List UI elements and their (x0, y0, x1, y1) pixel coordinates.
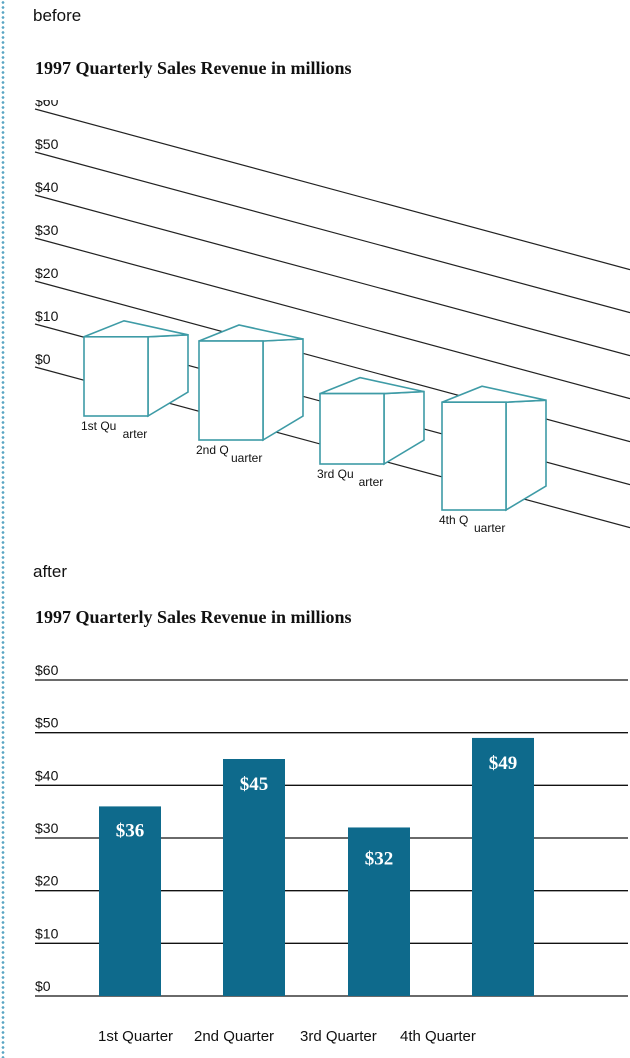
y-tick-label: $50 (35, 136, 59, 152)
before-chart-title: 1997 Quarterly Sales Revenue in millions (35, 58, 352, 78)
bar-side-face (147, 333, 189, 418)
bar-front-face (198, 340, 264, 441)
y-tick-label: $20 (35, 265, 59, 281)
after-chart: $0 $10 $20 $30 $40 $50 $60 $36 $45 $32 $49 (35, 662, 628, 997)
y-tick-label: $0 (35, 351, 51, 367)
y-tick-label: $10 (35, 925, 59, 941)
bar-top-face (441, 385, 547, 404)
bar-value-label: $49 (489, 753, 518, 774)
bar-3d (441, 385, 547, 512)
after-category-label: 4th Quarter (400, 1028, 476, 1045)
category-label: 2nd Q (196, 443, 229, 457)
y-tick-label: $40 (35, 179, 59, 195)
gridline (34, 237, 630, 400)
after-chart-title: 1997 Quarterly Sales Revenue in millions (35, 607, 352, 627)
bar-front-face (83, 336, 149, 417)
bar (348, 827, 410, 996)
before-label: before (33, 6, 82, 25)
gridline (34, 151, 630, 314)
bar (99, 806, 161, 996)
category-label: uarter (231, 451, 262, 465)
after-category-label: 2nd Quarter (194, 1028, 275, 1045)
bar-value-label: $45 (240, 774, 269, 795)
y-tick-label: $40 (35, 767, 59, 783)
category-label: 4th Q (439, 513, 468, 527)
bar (223, 759, 285, 996)
bar-top-face (198, 324, 304, 342)
bar-3d (319, 376, 425, 466)
bar-side-face (505, 399, 547, 512)
bar-3d (83, 319, 189, 418)
bar-front-face (441, 401, 507, 511)
bar (472, 737, 534, 996)
bar-top-face (83, 319, 189, 338)
bar-3d (198, 324, 304, 442)
bar-value-label: $32 (365, 848, 394, 869)
after-label: after (33, 562, 68, 581)
y-tick-label: $30 (35, 820, 59, 836)
y-tick-label: $0 (35, 978, 51, 994)
gridline (34, 108, 630, 271)
y-tick-label: $60 (35, 100, 59, 109)
category-label: arter (359, 475, 384, 489)
category-label: 3rd Qu (317, 467, 354, 481)
dotted-margin-rule (0, 0, 6, 1058)
category-label: 1st Qu (81, 419, 116, 433)
bar-side-face (262, 338, 304, 442)
gridline (34, 194, 630, 357)
y-tick-label: $10 (35, 308, 59, 324)
y-tick-label: $20 (35, 873, 59, 889)
category-label: arter (123, 427, 148, 441)
bar-value-label: $36 (116, 820, 145, 841)
bar-side-face (383, 390, 425, 466)
y-tick-label: $60 (35, 662, 59, 678)
y-tick-label: $50 (35, 715, 59, 731)
bar-top-face (319, 376, 425, 395)
category-label: uarter (474, 521, 505, 535)
bar-front-face (319, 392, 385, 465)
after-category-label: 1st Quarter (98, 1028, 174, 1045)
y-tick-label: $30 (35, 222, 59, 238)
after-category-label: 3rd Quarter (300, 1028, 377, 1045)
